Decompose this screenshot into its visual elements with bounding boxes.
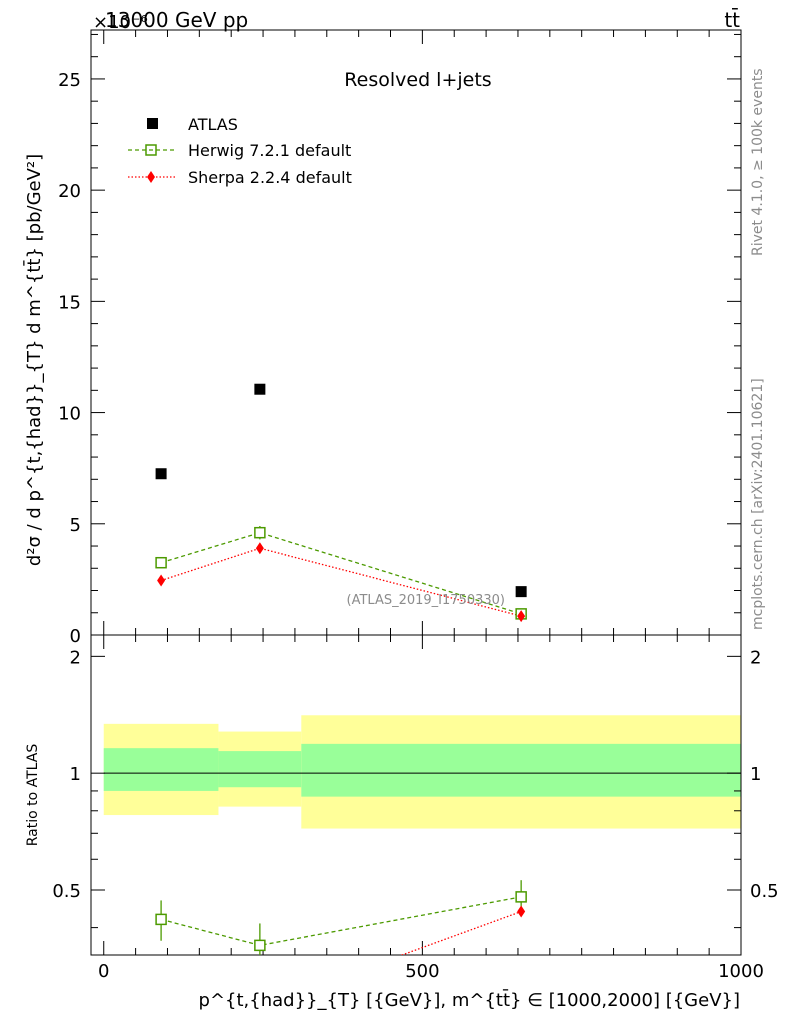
sherpa-point bbox=[517, 610, 526, 623]
herwig-point bbox=[254, 526, 266, 539]
inner-band-1 bbox=[218, 751, 302, 788]
ratio-marks bbox=[155, 880, 527, 955]
inner-band-0 bbox=[103, 748, 219, 791]
ratio-uncertainty-bands bbox=[103, 715, 741, 829]
axis-tick-labels: 0 5 10 15 20 25 0 500 1000 0.5 0.5 1 1 2 2 bbox=[52, 70, 778, 982]
ratio-herwig-point bbox=[515, 891, 527, 903]
legend-herwig-marker bbox=[145, 144, 157, 156]
legend-herwig-label: Herwig 7.2.1 default bbox=[188, 141, 351, 160]
legend-sherpa-marker bbox=[147, 171, 155, 183]
main-y-tick-label: 25 bbox=[58, 70, 81, 91]
main-y-tick-label: 0 bbox=[70, 626, 81, 647]
sherpa-point bbox=[157, 574, 166, 587]
x-tick-label: 500 bbox=[405, 961, 439, 982]
ratio-y-tick-label: 2 bbox=[70, 647, 81, 668]
mcplots-source-label: mcplots.cern.ch [arXiv:2401.10621] bbox=[750, 378, 766, 630]
ratio-y-tick-label: 0.5 bbox=[52, 881, 81, 902]
sherpa-line bbox=[160, 547, 522, 617]
ratio-y-tick-label: 1 bbox=[70, 764, 81, 785]
analysis-watermark: (ATLAS_2019_I1750330) bbox=[347, 593, 505, 608]
axis-ticks bbox=[91, 30, 742, 955]
main-y-tick-label: 20 bbox=[58, 181, 81, 202]
legend: ATLAS Herwig 7.2.1 default Sherpa 2.2.4 … bbox=[128, 115, 352, 187]
x-axis-title: p^{t,{had}}_{T} [{GeV}], m^{tt̄} ∈ [1000… bbox=[199, 989, 740, 1011]
main-y-tick-label: 5 bbox=[70, 515, 81, 536]
ratio-panel-frame bbox=[90, 634, 742, 956]
herwig-point bbox=[155, 556, 167, 569]
data-marks bbox=[155, 383, 527, 955]
ratio-y-axis-title: Ratio to ATLAS bbox=[25, 744, 41, 847]
ratio-herwig-point bbox=[254, 939, 266, 952]
inner-band-2 bbox=[301, 743, 741, 797]
main-y-axis-title: d²σ / d p^{t,{had}}_{T} d m^{tt̄} [pb/Ge… bbox=[23, 154, 45, 566]
atlas-point bbox=[515, 586, 527, 598]
sherpa-point bbox=[255, 542, 264, 555]
ratio-y-tick-label-right: 1 bbox=[750, 764, 761, 785]
ratio-herwig-line bbox=[160, 896, 522, 947]
exponent-label: ×10⁻⁶ bbox=[93, 12, 148, 33]
legend-sherpa-label: Sherpa 2.2.4 default bbox=[188, 168, 352, 187]
ratio-sherpa-point bbox=[517, 905, 526, 918]
main-y-tick-label: 10 bbox=[58, 404, 81, 425]
legend-atlas-label: ATLAS bbox=[188, 115, 238, 134]
collision-energy-label: 13000 GeV pp bbox=[105, 8, 248, 32]
x-tick-label: 0 bbox=[98, 961, 109, 982]
atlas-point bbox=[155, 468, 167, 480]
x-tick-label: 1000 bbox=[718, 961, 764, 982]
legend-atlas-marker bbox=[147, 118, 158, 129]
process-label: tt̄ bbox=[724, 7, 740, 32]
main-y-tick-label: 15 bbox=[58, 292, 81, 313]
ratio-y-tick-label-right: 0.5 bbox=[750, 881, 779, 902]
ratio-y-tick-label-right: 2 bbox=[750, 647, 761, 668]
panel-title: Resolved l+jets bbox=[344, 69, 491, 91]
ratio-herwig-point bbox=[155, 913, 167, 926]
rivet-version-label: Rivet 4.1.0, ≥ 100k events bbox=[750, 68, 766, 256]
atlas-point bbox=[254, 383, 266, 395]
